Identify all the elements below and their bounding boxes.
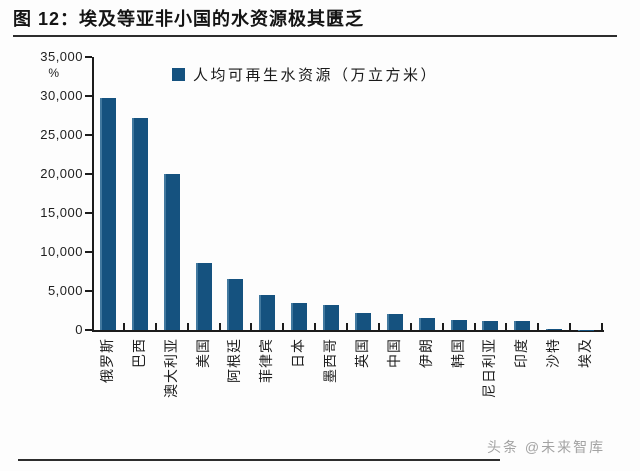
x-axis-tick <box>186 323 189 330</box>
bar-菲律宾 <box>259 294 276 330</box>
x-axis-tick <box>154 323 157 330</box>
bar-墨西哥 <box>323 305 340 330</box>
bar-英国 <box>354 312 371 330</box>
x-axis-category-text: 韩国 <box>449 338 466 368</box>
y-axis-tick-label: 35,000 <box>40 49 83 64</box>
bar-沙特 <box>546 329 563 330</box>
bar-尼日利亚 <box>482 320 499 330</box>
x-axis-tick <box>250 323 253 330</box>
x-axis-category-text: 俄罗斯 <box>98 338 115 383</box>
bar-伊朗 <box>418 317 435 330</box>
x-axis-category-text: 伊朗 <box>417 338 434 368</box>
x-axis-category-text: 巴西 <box>130 338 147 368</box>
y-axis-tick-label: 15,000 <box>40 205 83 220</box>
y-axis-tick <box>85 95 92 97</box>
x-axis-line <box>92 330 604 332</box>
x-axis-category-text: 埃及 <box>577 338 594 368</box>
y-axis-tick-label: 5,000 <box>47 283 83 298</box>
x-axis-category-text: 中国 <box>385 338 402 368</box>
x-axis-tick <box>537 323 540 330</box>
y-axis-tick <box>85 290 92 292</box>
x-axis-tick <box>377 323 380 330</box>
x-axis-tick <box>409 323 412 330</box>
x-axis-tick <box>122 323 125 330</box>
y-axis-tick-label: 0 <box>75 322 83 337</box>
bar-澳大利亚 <box>163 174 180 330</box>
x-axis-tick <box>314 323 317 330</box>
x-axis-category-text: 菲律宾 <box>258 338 275 383</box>
x-axis-category-text: 印度 <box>513 338 530 368</box>
watermark: 头条 @未来智库 <box>487 439 606 455</box>
bar-印度 <box>514 321 531 330</box>
x-axis-tick <box>346 323 348 330</box>
y-axis-tick-label: 25,000 <box>40 127 83 142</box>
chart-legend: 人均可再生水资源（万立方米） <box>172 64 438 85</box>
x-axis-category-text: 英国 <box>353 338 370 368</box>
bar-中国 <box>386 314 403 330</box>
x-axis-category-text: 美国 <box>194 338 211 368</box>
bottom-divider <box>18 459 500 461</box>
x-axis-category-text: 墨西哥 <box>322 338 339 383</box>
y-axis-tick <box>85 173 92 175</box>
y-axis-tick <box>85 329 92 331</box>
x-axis-tick <box>569 323 572 330</box>
x-axis-tick <box>601 323 603 330</box>
x-axis-tick <box>505 323 508 330</box>
bar-美国 <box>195 262 212 330</box>
x-axis-tick <box>441 323 444 330</box>
bar-俄罗斯 <box>99 97 116 330</box>
y-axis-tick <box>85 251 92 253</box>
x-axis-category-text: 澳大利亚 <box>162 338 179 398</box>
y-axis-tick <box>85 56 92 58</box>
figure-title: 图 12：埃及等亚非小国的水资源极其匮乏 <box>13 9 365 29</box>
legend-label: 人均可再生水资源（万立方米） <box>193 67 439 84</box>
x-axis-category-text: 沙特 <box>545 338 562 368</box>
bar-韩国 <box>450 319 467 330</box>
y-axis-tick <box>85 212 92 214</box>
x-axis-tick <box>473 323 476 330</box>
x-axis-tick <box>282 323 285 330</box>
y-axis-tick <box>85 134 92 136</box>
y-axis-unit-label: % <box>48 66 59 80</box>
legend-marker-square <box>172 68 185 81</box>
y-axis-line <box>92 57 94 332</box>
x-axis-category-text: 尼日利亚 <box>481 338 498 398</box>
x-axis-category-text: 日本 <box>290 338 307 368</box>
x-axis-tick <box>218 323 221 330</box>
bar-巴西 <box>131 117 148 330</box>
bar-阿根廷 <box>227 279 244 330</box>
bar-日本 <box>291 303 308 330</box>
y-axis-tick-label: 30,000 <box>40 88 83 103</box>
y-axis-tick-label: 10,000 <box>40 244 83 259</box>
x-axis-category-text: 阿根廷 <box>226 338 243 383</box>
title-divider <box>13 35 617 37</box>
y-axis-tick-label: 20,000 <box>40 166 83 181</box>
